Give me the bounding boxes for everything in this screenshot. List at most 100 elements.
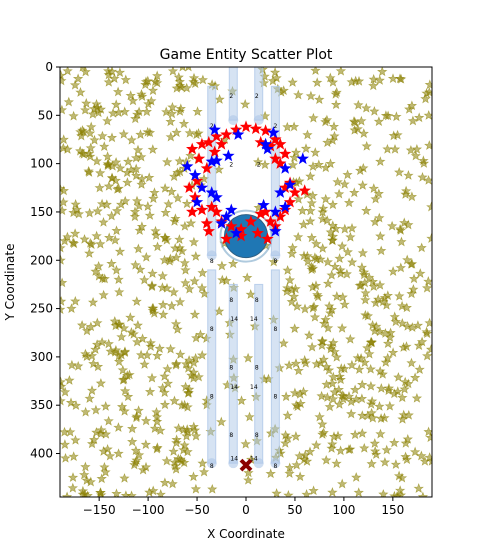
- background-star-marker: [161, 156, 173, 167]
- central-object-ring: [219, 209, 273, 263]
- background-star-marker: [84, 151, 96, 161]
- background-star-marker: [60, 296, 67, 306]
- background-star-marker: [125, 312, 136, 322]
- lanes-layer: [206, 67, 281, 469]
- background-star-marker: [406, 258, 417, 269]
- background-star-marker: [131, 195, 143, 206]
- background-star-marker: [96, 473, 107, 484]
- background-star-marker: [327, 487, 338, 497]
- background-star-marker: [252, 156, 264, 167]
- background-star-marker: [349, 187, 360, 198]
- background-star-marker: [188, 471, 199, 482]
- lane-label: 8: [210, 463, 214, 470]
- background-star-marker: [178, 444, 189, 455]
- background-star-marker: [416, 450, 427, 461]
- background-star-marker: [162, 363, 173, 374]
- background-star-marker: [87, 108, 99, 119]
- background-star-marker: [378, 488, 389, 497]
- background-star-marker: [180, 358, 192, 369]
- background-star-marker: [382, 338, 394, 349]
- background-star-marker: [317, 418, 328, 429]
- background-star-marker: [124, 369, 135, 380]
- background-star-marker: [307, 302, 319, 313]
- lane-label: 8: [229, 432, 233, 439]
- background-star-marker: [357, 247, 368, 258]
- background-star-marker: [325, 72, 336, 83]
- background-star-marker: [307, 190, 319, 201]
- background-star-marker: [316, 340, 328, 351]
- background-star-marker: [207, 483, 218, 494]
- background-star-marker: [190, 430, 202, 441]
- x-tick-label: −100: [132, 503, 165, 517]
- background-star-marker: [88, 434, 100, 445]
- background-star-marker: [294, 471, 306, 482]
- background-star-marker: [130, 445, 141, 456]
- background-star-marker: [159, 477, 170, 488]
- background-star-marker: [362, 310, 374, 321]
- background-star-marker: [245, 289, 256, 299]
- background-star-marker: [283, 360, 295, 370]
- background-star-marker: [95, 489, 107, 497]
- background-star-marker: [126, 164, 137, 175]
- blue-team-marker: [259, 137, 272, 150]
- background-star-marker: [173, 453, 184, 464]
- background-star-marker: [394, 73, 406, 84]
- red-team-marker: [234, 222, 248, 235]
- background-star-marker: [336, 363, 347, 374]
- lane-label: 2: [210, 123, 214, 130]
- background-star-marker: [242, 272, 253, 283]
- background-star-marker: [103, 76, 115, 87]
- background-star-marker: [161, 282, 173, 293]
- red-team-marker: [234, 229, 248, 242]
- background-star-marker: [305, 171, 316, 181]
- background-star-marker: [403, 219, 414, 230]
- background-star-marker: [67, 482, 79, 493]
- background-star-marker: [126, 436, 138, 447]
- background-star-marker: [416, 336, 428, 347]
- background-star-marker: [184, 127, 196, 138]
- background-star-marker: [304, 330, 315, 340]
- background-star-marker: [161, 455, 172, 466]
- background-star-marker: [166, 186, 177, 197]
- background-star-marker: [120, 195, 131, 206]
- red-team-marker: [186, 142, 199, 155]
- background-star-marker: [78, 469, 90, 480]
- background-star-marker: [172, 167, 183, 178]
- background-star-marker: [96, 198, 108, 209]
- background-star-marker: [356, 115, 367, 126]
- background-star-marker: [317, 213, 328, 224]
- background-star-marker: [370, 193, 381, 204]
- background-star-marker: [75, 86, 86, 97]
- background-star-marker: [180, 277, 191, 288]
- background-star-marker: [130, 259, 141, 270]
- background-star-marker: [346, 256, 358, 267]
- background-star-marker: [327, 76, 339, 87]
- x-tick-label: 100: [332, 503, 355, 517]
- background-star-marker: [66, 359, 78, 370]
- lane-bar: [270, 269, 280, 464]
- background-star-marker: [87, 296, 99, 307]
- background-star-marker: [163, 198, 174, 209]
- background-star-marker: [119, 472, 130, 483]
- lane-label: 8: [273, 258, 277, 265]
- background-star-marker: [174, 234, 185, 244]
- background-star-marker: [329, 386, 340, 397]
- background-star-marker: [60, 452, 71, 463]
- chart-title: Game Entity Scatter Plot: [160, 47, 333, 63]
- background-star-marker: [410, 150, 422, 161]
- red-team-marker: [190, 174, 204, 187]
- background-star-marker: [368, 183, 380, 194]
- background-star-marker: [390, 459, 401, 470]
- background-star-marker: [311, 77, 323, 88]
- background-star-marker: [339, 178, 350, 189]
- background-star-marker: [95, 238, 106, 249]
- background-star-marker: [144, 386, 156, 397]
- y-tick-label: 0: [45, 60, 53, 74]
- background-star-marker: [176, 245, 188, 256]
- red-team-marker: [192, 152, 206, 165]
- background-star-marker: [67, 472, 79, 483]
- background-star-marker: [132, 319, 144, 330]
- background-star-marker: [426, 233, 432, 244]
- background-star-marker: [243, 352, 254, 363]
- background-star-marker: [352, 352, 363, 363]
